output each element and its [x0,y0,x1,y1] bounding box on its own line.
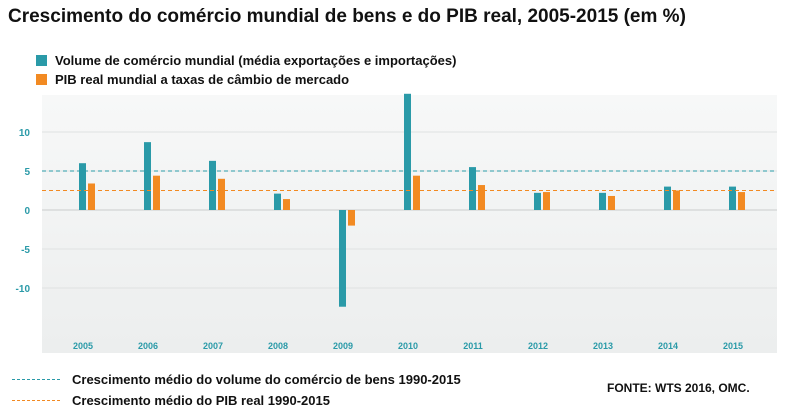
source-note: FONTE: WTS 2016, OMC. [607,381,750,395]
legend-swatch-gdp [36,74,47,85]
x-tick-label: 2012 [528,341,548,351]
y-tick-label: 0 [24,206,30,217]
x-tick-label: 2007 [203,341,223,351]
bar-trade-volume [79,163,86,210]
footer-label-trade-average: Crescimento médio do volume do comércio … [72,372,461,387]
x-tick-label: 2014 [658,341,678,351]
legend-label-gdp: PIB real mundial a taxas de câmbio de me… [55,72,350,87]
bar-gdp [543,192,550,210]
bar-trade-volume [339,210,346,307]
bar-trade-volume [209,160,216,210]
bar-gdp [673,190,680,210]
bar-trade-volume [534,192,541,210]
bar-trade-volume [729,186,736,210]
y-tick-label: -5 [21,245,30,256]
bar-trade-volume [404,93,411,210]
x-tick-label: 2010 [398,341,418,351]
x-tick-label: 2015 [723,341,743,351]
y-tick-label: -10 [16,284,31,295]
footer-label-gdp-average: Crescimento médio do PIB real 1990-2015 [72,393,330,408]
bar-gdp [153,175,160,210]
chart-title: Crescimento do comércio mundial de bens … [8,6,686,27]
bar-gdp [283,199,290,210]
x-tick-label: 2013 [593,341,613,351]
dashed-line-trade-sample [12,379,60,380]
bar-trade-volume [599,192,606,210]
bar-trade-volume [274,193,281,210]
bar-gdp [478,185,485,210]
bar-gdp [413,175,420,210]
bar-gdp [738,192,745,210]
bar-trade-volume [664,186,671,210]
x-tick-label: 2008 [268,341,288,351]
footer-legend-trade-average: Crescimento médio do volume do comércio … [12,372,461,387]
legend-item-gdp: PIB real mundial a taxas de câmbio de me… [36,72,349,87]
x-tick-label: 2009 [333,341,353,351]
y-tick-label: 5 [24,167,30,178]
bar-trade-volume [144,142,151,210]
bar-gdp [218,178,225,210]
bar-gdp [88,183,95,210]
x-tick-label: 2005 [73,341,93,351]
legend-label-trade: Volume de comércio mundial (média export… [55,53,457,68]
legend-item-trade-volume: Volume de comércio mundial (média export… [36,53,456,68]
x-tick-label: 2006 [138,341,158,351]
legend-swatch-trade [36,55,47,66]
y-tick-label: 10 [19,128,31,139]
footer-legend-gdp-average: Crescimento médio do PIB real 1990-2015 [12,393,330,408]
x-tick-label: 2011 [463,341,483,351]
dashed-line-gdp-sample [12,400,60,401]
bar-gdp [608,195,615,210]
bar-trade-volume [469,167,476,210]
bar-gdp [348,210,355,226]
